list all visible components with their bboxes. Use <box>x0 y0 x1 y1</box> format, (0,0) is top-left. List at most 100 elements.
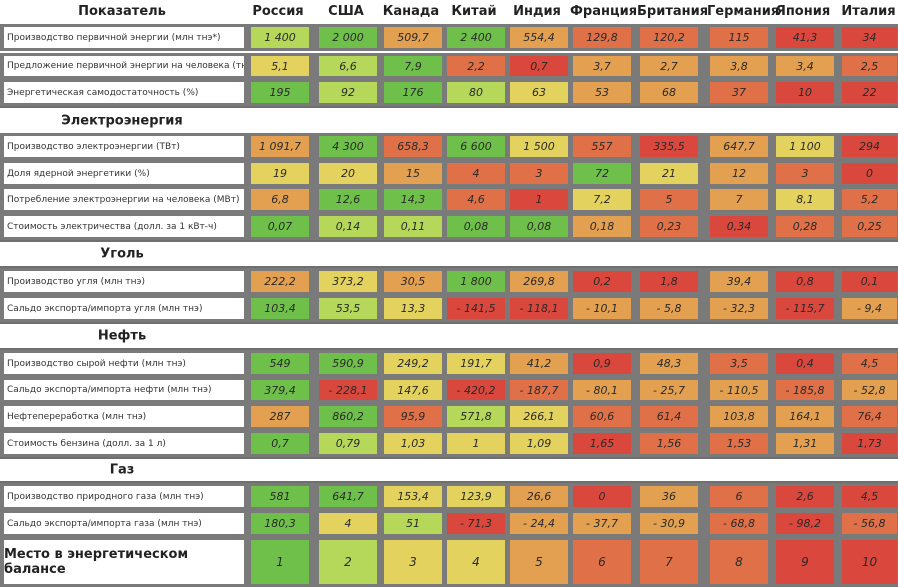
value-cell: 6 <box>710 486 768 507</box>
value-cell: 1,09 <box>510 433 568 454</box>
value-cell: 0,1 <box>842 271 897 292</box>
value-cell: 266,1 <box>510 406 568 427</box>
value-cell: 287 <box>251 406 309 427</box>
value-cell: 95,9 <box>384 406 442 427</box>
value-cell: 860,2 <box>319 406 377 427</box>
value-cell: 13,3 <box>384 298 442 319</box>
value-cell: 0,14 <box>319 216 377 237</box>
value-cell: - 141,5 <box>447 298 505 319</box>
rank-cell: 3 <box>384 540 442 584</box>
value-cell: 92 <box>319 82 377 103</box>
value-cell: 571,8 <box>447 406 505 427</box>
value-cell: 4 <box>319 513 377 534</box>
value-cell: 2,2 <box>447 56 505 76</box>
value-cell: 0,7 <box>510 56 568 76</box>
value-cell: 269,8 <box>510 271 568 292</box>
value-cell: 379,4 <box>251 380 309 400</box>
header-country: Китай <box>451 4 497 19</box>
value-cell: 153,4 <box>384 486 442 507</box>
value-cell: - 68,8 <box>710 513 768 534</box>
value-cell: 249,2 <box>384 353 442 374</box>
value-cell: 164,1 <box>776 406 834 427</box>
section-title: Газ <box>109 462 135 478</box>
row-label: Стоимость электричества (долл. за 1 кВт-… <box>4 216 244 237</box>
row-label: Производство сырой нефти (млн тнэ) <box>4 353 244 374</box>
value-cell: 5 <box>640 189 698 210</box>
value-cell: 554,4 <box>510 27 568 48</box>
rank-cell: 1 <box>251 540 309 584</box>
value-cell: 0,4 <box>776 353 834 374</box>
header-country: Россия <box>252 4 304 19</box>
row-label: Производство первичной энергии (млн тнэ*… <box>4 27 244 48</box>
value-cell: - 32,3 <box>710 298 768 319</box>
value-cell: - 52,8 <box>842 380 897 400</box>
value-cell: 509,7 <box>384 27 442 48</box>
value-cell: 0,2 <box>573 271 631 292</box>
value-cell: - 228,1 <box>319 380 377 400</box>
section-header: Газ <box>0 457 898 483</box>
value-cell: - 30,9 <box>640 513 698 534</box>
value-cell: 6,6 <box>319 56 377 76</box>
value-cell: 15 <box>384 163 442 184</box>
value-cell: 34 <box>842 27 897 48</box>
value-cell: 1,8 <box>640 271 698 292</box>
row-label: Доля ядерной энергетики (%) <box>4 163 244 184</box>
value-cell: 41,3 <box>776 27 834 48</box>
section-header: Уголь <box>0 240 898 268</box>
value-cell: 8,1 <box>776 189 834 210</box>
header-country: США <box>328 4 364 19</box>
value-cell: - 185,8 <box>776 380 834 400</box>
value-cell: 180,3 <box>251 513 309 534</box>
value-cell: 7,9 <box>384 56 442 76</box>
value-cell: 53 <box>573 82 631 103</box>
value-cell: 2 000 <box>319 27 377 48</box>
value-cell: 72 <box>573 163 631 184</box>
row-label: Нефтепереработка (млн тнэ) <box>4 406 244 427</box>
value-cell: 1,31 <box>776 433 834 454</box>
header-indicator: Показатель <box>78 4 166 19</box>
value-cell: 80 <box>447 82 505 103</box>
value-cell: 2,7 <box>640 56 698 76</box>
value-cell: 48,3 <box>640 353 698 374</box>
value-cell: 1 091,7 <box>251 136 309 157</box>
value-cell: 1,73 <box>842 433 897 454</box>
value-cell: 0,23 <box>640 216 698 237</box>
value-cell: - 56,8 <box>842 513 897 534</box>
value-cell: 19 <box>251 163 309 184</box>
value-cell: 0,79 <box>319 433 377 454</box>
value-cell: 1 <box>510 189 568 210</box>
table-header: Показатель Россия США Канада Китай Индия Фран… <box>0 0 898 24</box>
value-cell: 0,8 <box>776 271 834 292</box>
value-cell: 1 500 <box>510 136 568 157</box>
value-cell: 1 400 <box>251 27 309 48</box>
row-label: Потребление электроэнергии на человека (… <box>4 189 244 210</box>
value-cell: 41,2 <box>510 353 568 374</box>
value-cell: 373,2 <box>319 271 377 292</box>
header-country: Франция <box>570 4 638 19</box>
value-cell: 4,5 <box>842 353 897 374</box>
value-cell: - 25,7 <box>640 380 698 400</box>
value-cell: 658,3 <box>384 136 442 157</box>
value-cell: 53,5 <box>319 298 377 319</box>
section-title: Электроэнергия <box>61 113 183 129</box>
value-cell: 0 <box>842 163 897 184</box>
value-cell: 1 <box>447 433 505 454</box>
rank-cell: 10 <box>842 540 897 584</box>
row-label: Производство природного газа (млн тнэ) <box>4 486 244 507</box>
value-cell: 3 <box>776 163 834 184</box>
value-cell: 3 <box>510 163 568 184</box>
value-cell: 14,3 <box>384 189 442 210</box>
value-cell: 12,6 <box>319 189 377 210</box>
value-cell: 1,53 <box>710 433 768 454</box>
value-cell: 10 <box>776 82 834 103</box>
rank-cell: 6 <box>573 540 631 584</box>
row-label: Сальдо экспорта/импорта угля (млн тнэ) <box>4 298 244 319</box>
value-cell: 3,5 <box>710 353 768 374</box>
value-cell: - 37,7 <box>573 513 631 534</box>
value-cell: 0,9 <box>573 353 631 374</box>
section-header: Нефть <box>0 322 898 350</box>
value-cell: 115 <box>710 27 768 48</box>
row-label: Сальдо экспорта/импорта газа (млн тнэ) <box>4 513 244 534</box>
value-cell: 51 <box>384 513 442 534</box>
